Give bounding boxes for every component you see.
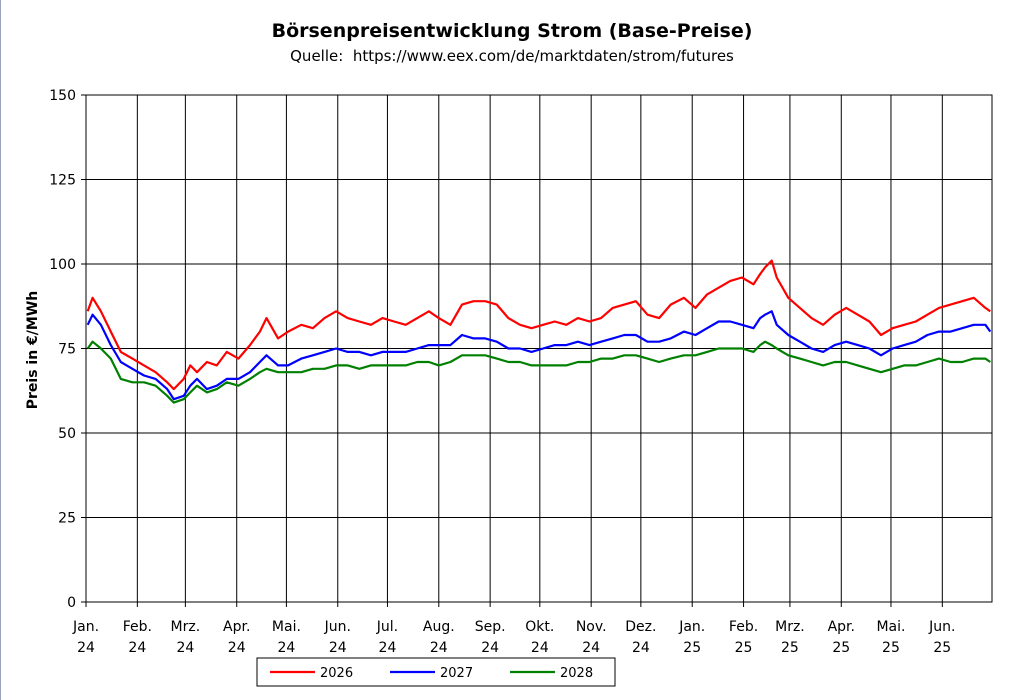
chart-grid (85, 94, 993, 603)
x-tick-label-year: 24 (176, 640, 194, 656)
x-tick-label-year: 24 (379, 640, 397, 656)
y-tick-label: 50 (58, 426, 76, 442)
x-tick-label-year: 25 (683, 640, 701, 656)
x-tick-label-year: 25 (882, 640, 900, 656)
x-tick-label-year: 25 (735, 640, 753, 656)
x-tick-label-year: 24 (128, 640, 146, 656)
window-edge (0, 0, 1, 700)
x-tick-label-month: Apr. (223, 619, 250, 635)
chart-subtitle: Quelle: https://www.eex.com/de/marktdate… (290, 47, 734, 65)
x-tick-label-year: 24 (228, 640, 246, 656)
x-tick-label-year: 24 (632, 640, 650, 656)
x-tick-label-month: Mrz. (171, 619, 201, 635)
x-tick-label-year: 24 (481, 640, 499, 656)
legend-label-2026: 2026 (320, 666, 353, 681)
x-tick-label-month: Feb. (729, 619, 758, 635)
x-tick-label-month: Dez. (625, 619, 656, 635)
x-tick-label-month: Jan. (678, 619, 705, 635)
legend: 2026 2027 2028 (256, 657, 616, 687)
x-tick-label-month: Mai. (876, 619, 905, 635)
y-tick-label: 0 (67, 595, 76, 611)
x-tick-label-year: 25 (781, 640, 799, 656)
y-axis-label: Preis in €/MWh (25, 291, 41, 410)
series-line-2027 (86, 310, 992, 401)
x-tick-label-month: Nov. (576, 619, 607, 635)
x-tick-label-year: 24 (77, 640, 95, 656)
y-tick-label: 25 (58, 511, 76, 527)
x-tick-label-month: Jun. (928, 619, 955, 635)
y-axis-ticks: 0 25 50 75 100 125 150 (49, 88, 86, 611)
series-line-2028 (86, 340, 991, 404)
x-tick-label-year: 24 (430, 640, 448, 656)
x-tick-label-month: Aug. (423, 619, 455, 635)
legend-label-2027: 2027 (440, 666, 473, 681)
x-tick-label-month: Feb. (123, 619, 152, 635)
legend-label-2028: 2028 (560, 666, 593, 681)
x-tick-label-month: Apr. (828, 619, 855, 635)
chart-title: Börsenpreisentwicklung Strom (Base-Preis… (271, 20, 753, 42)
x-tick-label-year: 25 (832, 640, 850, 656)
x-tick-label-month: Okt. (525, 619, 554, 635)
x-tick-label-year: 24 (277, 640, 295, 656)
series-lines (86, 259, 992, 404)
x-tick-label-month: Mrz. (775, 619, 805, 635)
y-tick-label: 125 (49, 173, 76, 189)
x-tick-label-year: 24 (582, 640, 600, 656)
x-tick-label-year: 24 (329, 640, 347, 656)
x-tick-label-month: Mai. (272, 619, 301, 635)
y-tick-label: 100 (49, 257, 76, 273)
series-line-2026 (86, 259, 991, 391)
y-tick-label: 150 (49, 88, 76, 104)
x-tick-label-month: Jan. (72, 619, 99, 635)
y-tick-label: 75 (58, 342, 76, 358)
x-tick-label-year: 25 (933, 640, 951, 656)
x-axis-ticks: Jan. 24 Feb. 24 Mrz. 24 Apr. 24 Mai. 24 Jun. 24 Jul.… (72, 602, 955, 656)
x-tick-label-month: Sep. (475, 619, 506, 635)
x-tick-label-month: Jul. (376, 619, 398, 635)
x-tick-label-month: Jun. (324, 619, 351, 635)
x-tick-label-year: 24 (531, 640, 549, 656)
legend-box (256, 657, 616, 687)
